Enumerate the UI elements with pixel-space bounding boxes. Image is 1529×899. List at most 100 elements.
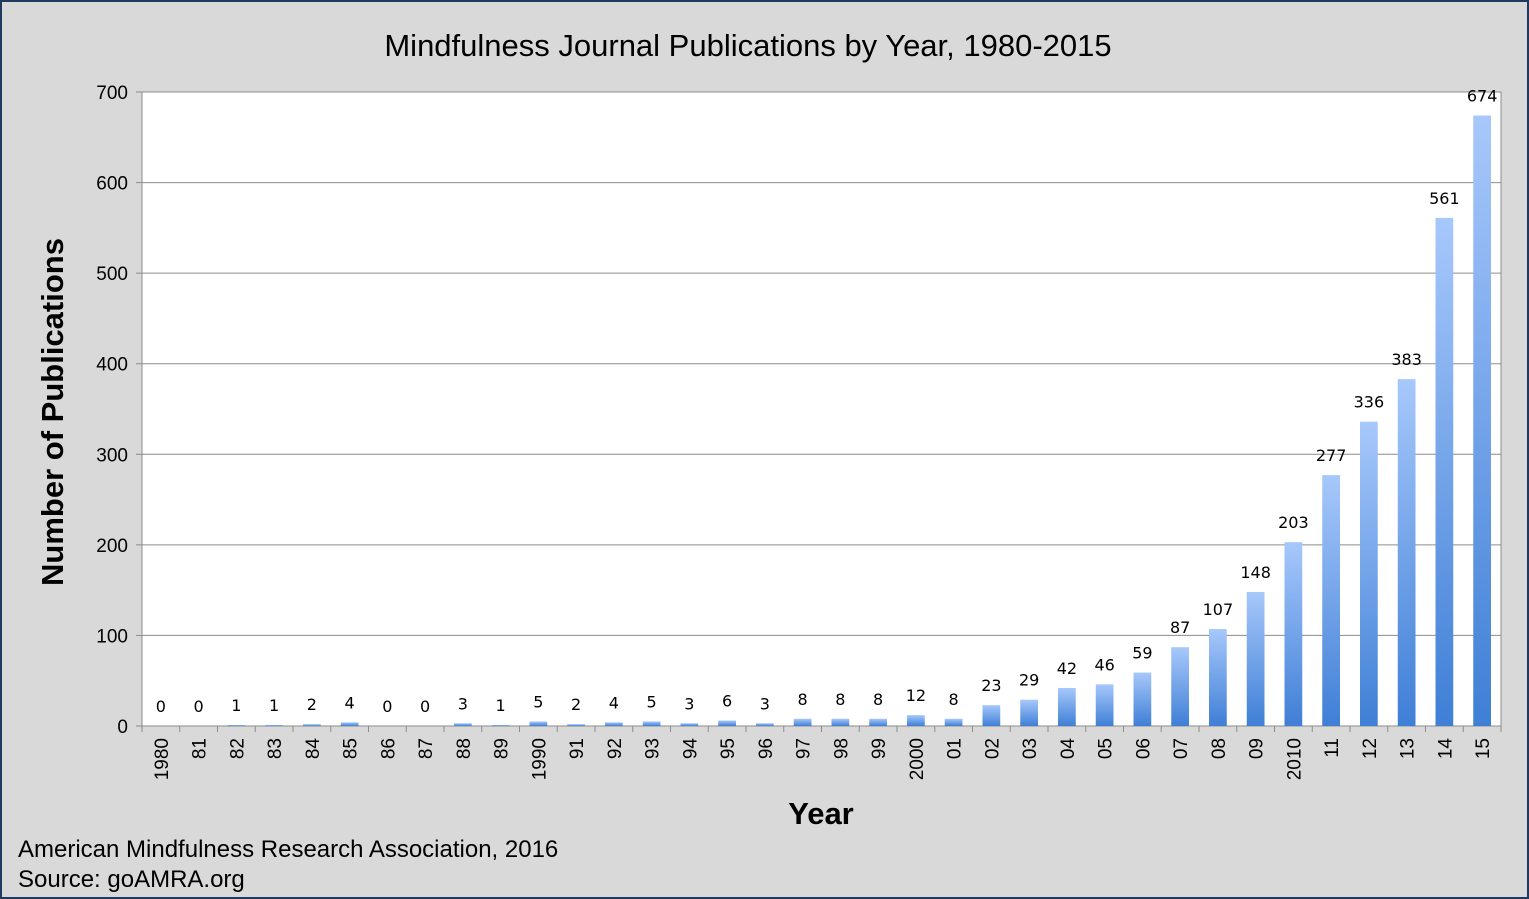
data-label: 8: [798, 690, 808, 709]
data-label: 4: [609, 693, 619, 712]
y-tick-label: 700: [96, 83, 128, 104]
x-tick-label: 95: [718, 738, 739, 759]
bar: [982, 705, 1001, 726]
data-label: 1: [269, 696, 279, 715]
data-label: 42: [1057, 659, 1077, 678]
data-label: 277: [1316, 446, 1347, 465]
data-label: 59: [1132, 644, 1152, 663]
x-tick-label: 01: [945, 738, 966, 759]
bar: [340, 722, 359, 726]
data-label: 561: [1429, 189, 1460, 208]
data-label: 2: [307, 695, 317, 714]
data-label: 8: [873, 690, 883, 709]
data-label: 12: [906, 686, 926, 705]
bar: [1322, 475, 1340, 726]
bar: [1209, 629, 1227, 726]
x-tick-label: 91: [567, 738, 588, 759]
y-tick-label: 0: [117, 717, 128, 738]
x-tick-label: 1990: [529, 738, 550, 780]
data-label: 674: [1467, 87, 1498, 106]
x-tick-label: 87: [416, 738, 437, 759]
x-tick-label: 81: [190, 738, 211, 759]
x-tick-label: 97: [794, 738, 815, 759]
bar: [605, 722, 623, 726]
x-tick-label: 99: [869, 738, 890, 759]
x-tick-label: 82: [227, 738, 248, 759]
x-axis-title: Year: [788, 796, 854, 831]
data-label: 87: [1170, 618, 1190, 637]
data-label: 5: [647, 692, 657, 711]
y-tick-label: 600: [96, 174, 128, 195]
x-tick-label: 96: [756, 738, 777, 759]
bar: [907, 715, 925, 726]
data-label: 3: [458, 694, 468, 713]
x-tick-label: 94: [680, 738, 701, 760]
data-label: 1: [231, 696, 241, 715]
x-tick-label: 88: [454, 738, 475, 759]
data-label: 46: [1094, 655, 1114, 674]
data-label: 203: [1278, 513, 1309, 532]
x-tick-label: 2010: [1284, 738, 1305, 780]
bar: [303, 724, 321, 726]
x-tick-label: 07: [1171, 738, 1192, 759]
bar: [1020, 699, 1038, 726]
bars: [227, 115, 1491, 726]
x-tick-label: 86: [378, 738, 399, 759]
bar: [1473, 115, 1491, 726]
x-tick-label: 02: [982, 738, 1003, 759]
bar: [756, 723, 774, 726]
data-label: 2: [571, 695, 581, 714]
bar: [1133, 672, 1152, 726]
x-tick-label: 92: [605, 738, 626, 759]
bar: [567, 724, 585, 726]
bar: [1058, 687, 1076, 726]
bar: [1095, 684, 1114, 726]
data-label: 1: [496, 696, 506, 715]
x-tick-label: 14: [1435, 738, 1456, 760]
data-label: 148: [1240, 563, 1271, 582]
bar: [1171, 647, 1189, 726]
y-axis-title: Number of Publications: [35, 238, 70, 586]
x-tick-label: 83: [265, 738, 286, 759]
data-label: 3: [760, 694, 770, 713]
gridlines: [142, 182, 1501, 636]
y-tick-label: 200: [96, 536, 128, 557]
data-label: 0: [194, 697, 204, 716]
x-tick-label: 08: [1209, 738, 1230, 759]
data-label: 29: [1019, 671, 1039, 690]
x-tick-label: 15: [1473, 738, 1494, 759]
plot-area: [141, 91, 1502, 727]
x-tick-label: 93: [643, 738, 664, 759]
bar: [1360, 421, 1378, 726]
bar: [529, 721, 548, 726]
data-label: 3: [684, 694, 694, 713]
x-tick-label: 89: [492, 738, 513, 759]
x-tick-label: 2000: [907, 738, 928, 780]
data-label: 5: [533, 692, 543, 711]
data-label: 0: [420, 697, 430, 716]
bar: [1284, 542, 1303, 726]
x-tick-label: 11: [1322, 738, 1343, 758]
x-tick-label: 1980: [152, 738, 173, 780]
bar: [265, 725, 283, 726]
data-label: 336: [1354, 393, 1385, 412]
data-label: 383: [1391, 350, 1422, 369]
x-tick-label: 05: [1096, 738, 1117, 759]
bar: [869, 718, 887, 726]
data-label: 0: [382, 697, 392, 716]
footer-attribution: American Mindfulness Research Associatio…: [18, 836, 559, 863]
chart-title: Mindfulness Journal Publications by Year…: [384, 28, 1111, 63]
y-tick-label: 300: [96, 445, 128, 466]
x-tick-label: 09: [1247, 738, 1268, 759]
x-tick-label: 12: [1360, 738, 1381, 759]
bar: [642, 721, 661, 726]
x-tick-label: 06: [1133, 738, 1154, 759]
data-label: 8: [835, 690, 845, 709]
data-label: 107: [1203, 600, 1234, 619]
bar: [718, 720, 736, 726]
bar: [491, 725, 510, 726]
bar: [1246, 591, 1265, 726]
bar: [1397, 379, 1416, 726]
x-axis-ticks: 1980 81 82 83 84 85 86 87 88 89 1990 91 92 93 94 95 96 97…: [141, 726, 1502, 780]
